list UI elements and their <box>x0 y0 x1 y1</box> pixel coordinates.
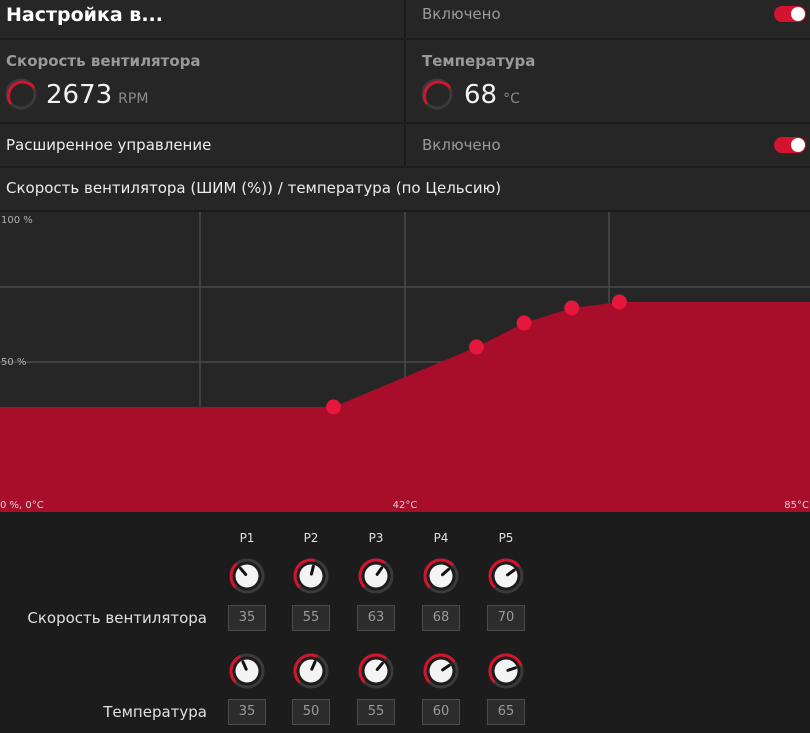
temperature-value: 68 <box>464 80 498 110</box>
temperature-metric: Температура 68 °C <box>406 40 810 122</box>
advanced-control-row: Расширенное управление Включено <box>0 124 810 166</box>
fan-speed-knob-p5[interactable] <box>488 558 524 594</box>
temperature-knob-p1[interactable] <box>229 653 265 689</box>
header-status: Включено <box>422 5 501 23</box>
fan-speed-title: Скорость вентилятора <box>6 52 201 70</box>
divider <box>404 124 406 166</box>
temperature-unit: °C <box>503 91 520 107</box>
curve-points-panel: P1 P2 P3 P4 P5 Скорость вентилятора Температ… <box>0 512 810 733</box>
fan-speed-value: 2673 <box>46 80 113 110</box>
temperature-title: Температура <box>422 52 536 70</box>
temperature-row-label: Температура <box>103 703 207 721</box>
fan-speed-knob-p2[interactable] <box>293 558 329 594</box>
fan-speed-input-p3[interactable]: 63 <box>357 605 395 631</box>
temperature-input-p1[interactable]: 35 <box>228 699 266 725</box>
chart-title: Скорость вентилятора (ШИМ (%)) / темпера… <box>6 179 502 197</box>
point-label-p5: P5 <box>498 531 514 545</box>
fan-speed-unit: RPM <box>118 91 149 107</box>
curve-point-p4[interactable] <box>564 300 580 316</box>
fan-speed-knob-p3[interactable] <box>358 558 394 594</box>
fan-curve-area <box>0 302 810 512</box>
fan-curve-svg: 100 % 50 % 0 %, 0°C 42°C 85°C <box>0 212 810 512</box>
metrics-row: Скорость вентилятора 2673 RPM Температура… <box>0 40 810 122</box>
fan-speed-input-p2[interactable]: 55 <box>292 605 330 631</box>
advanced-control-label: Расширенное управление <box>6 136 212 154</box>
curve-point-p2[interactable] <box>468 339 484 355</box>
point-label-p4: P4 <box>433 531 449 545</box>
curve-point-p1[interactable] <box>326 399 342 415</box>
divider <box>404 0 406 38</box>
y-tick-top: 100 % <box>1 215 33 226</box>
point-label-p1: P1 <box>239 531 255 545</box>
fan-speed-input-p1[interactable]: 35 <box>228 605 266 631</box>
fan-speed-input-p4[interactable]: 68 <box>422 605 460 631</box>
temperature-input-p5[interactable]: 65 <box>487 699 525 725</box>
fan-speed-knob-p4[interactable] <box>423 558 459 594</box>
x-tick-max: 85°C <box>784 500 809 511</box>
divider <box>404 40 406 122</box>
origin-tick: 0 %, 0°C <box>0 500 44 511</box>
point-label-p2: P2 <box>303 531 319 545</box>
temperature-input-p4[interactable]: 60 <box>422 699 460 725</box>
fan-speed-input-p5[interactable]: 70 <box>487 605 525 631</box>
advanced-control-toggle[interactable] <box>774 137 806 153</box>
page-title: Настройка в... <box>6 4 163 26</box>
temperature-knob-p4[interactable] <box>423 653 459 689</box>
point-label-p3: P3 <box>368 531 384 545</box>
temperature-gauge-icon <box>421 78 453 110</box>
fan-speed-gauge-icon <box>5 78 37 110</box>
chart-title-row: Скорость вентилятора (ШИМ (%)) / темпера… <box>0 168 810 210</box>
curve-point-p5[interactable] <box>611 294 627 310</box>
temperature-input-p2[interactable]: 50 <box>292 699 330 725</box>
x-tick-mid: 42°C <box>393 500 418 511</box>
fan-speed-metric: Скорость вентилятора 2673 RPM <box>0 40 404 122</box>
temperature-knob-p3[interactable] <box>358 653 394 689</box>
header-row: Настройка в... Включено <box>0 0 810 38</box>
temperature-input-p3[interactable]: 55 <box>357 699 395 725</box>
fan-curve-chart[interactable]: 100 % 50 % 0 %, 0°C 42°C 85°C <box>0 212 810 512</box>
fan-speed-knob-p1[interactable] <box>229 558 265 594</box>
temperature-knob-p2[interactable] <box>293 653 329 689</box>
temperature-knob-p5[interactable] <box>488 653 524 689</box>
y-tick-mid: 50 % <box>1 357 26 368</box>
curve-point-p3[interactable] <box>516 315 532 331</box>
fan-speed-row-label: Скорость вентилятора <box>27 609 207 627</box>
advanced-control-status: Включено <box>422 136 501 154</box>
tuning-toggle[interactable] <box>774 6 806 22</box>
